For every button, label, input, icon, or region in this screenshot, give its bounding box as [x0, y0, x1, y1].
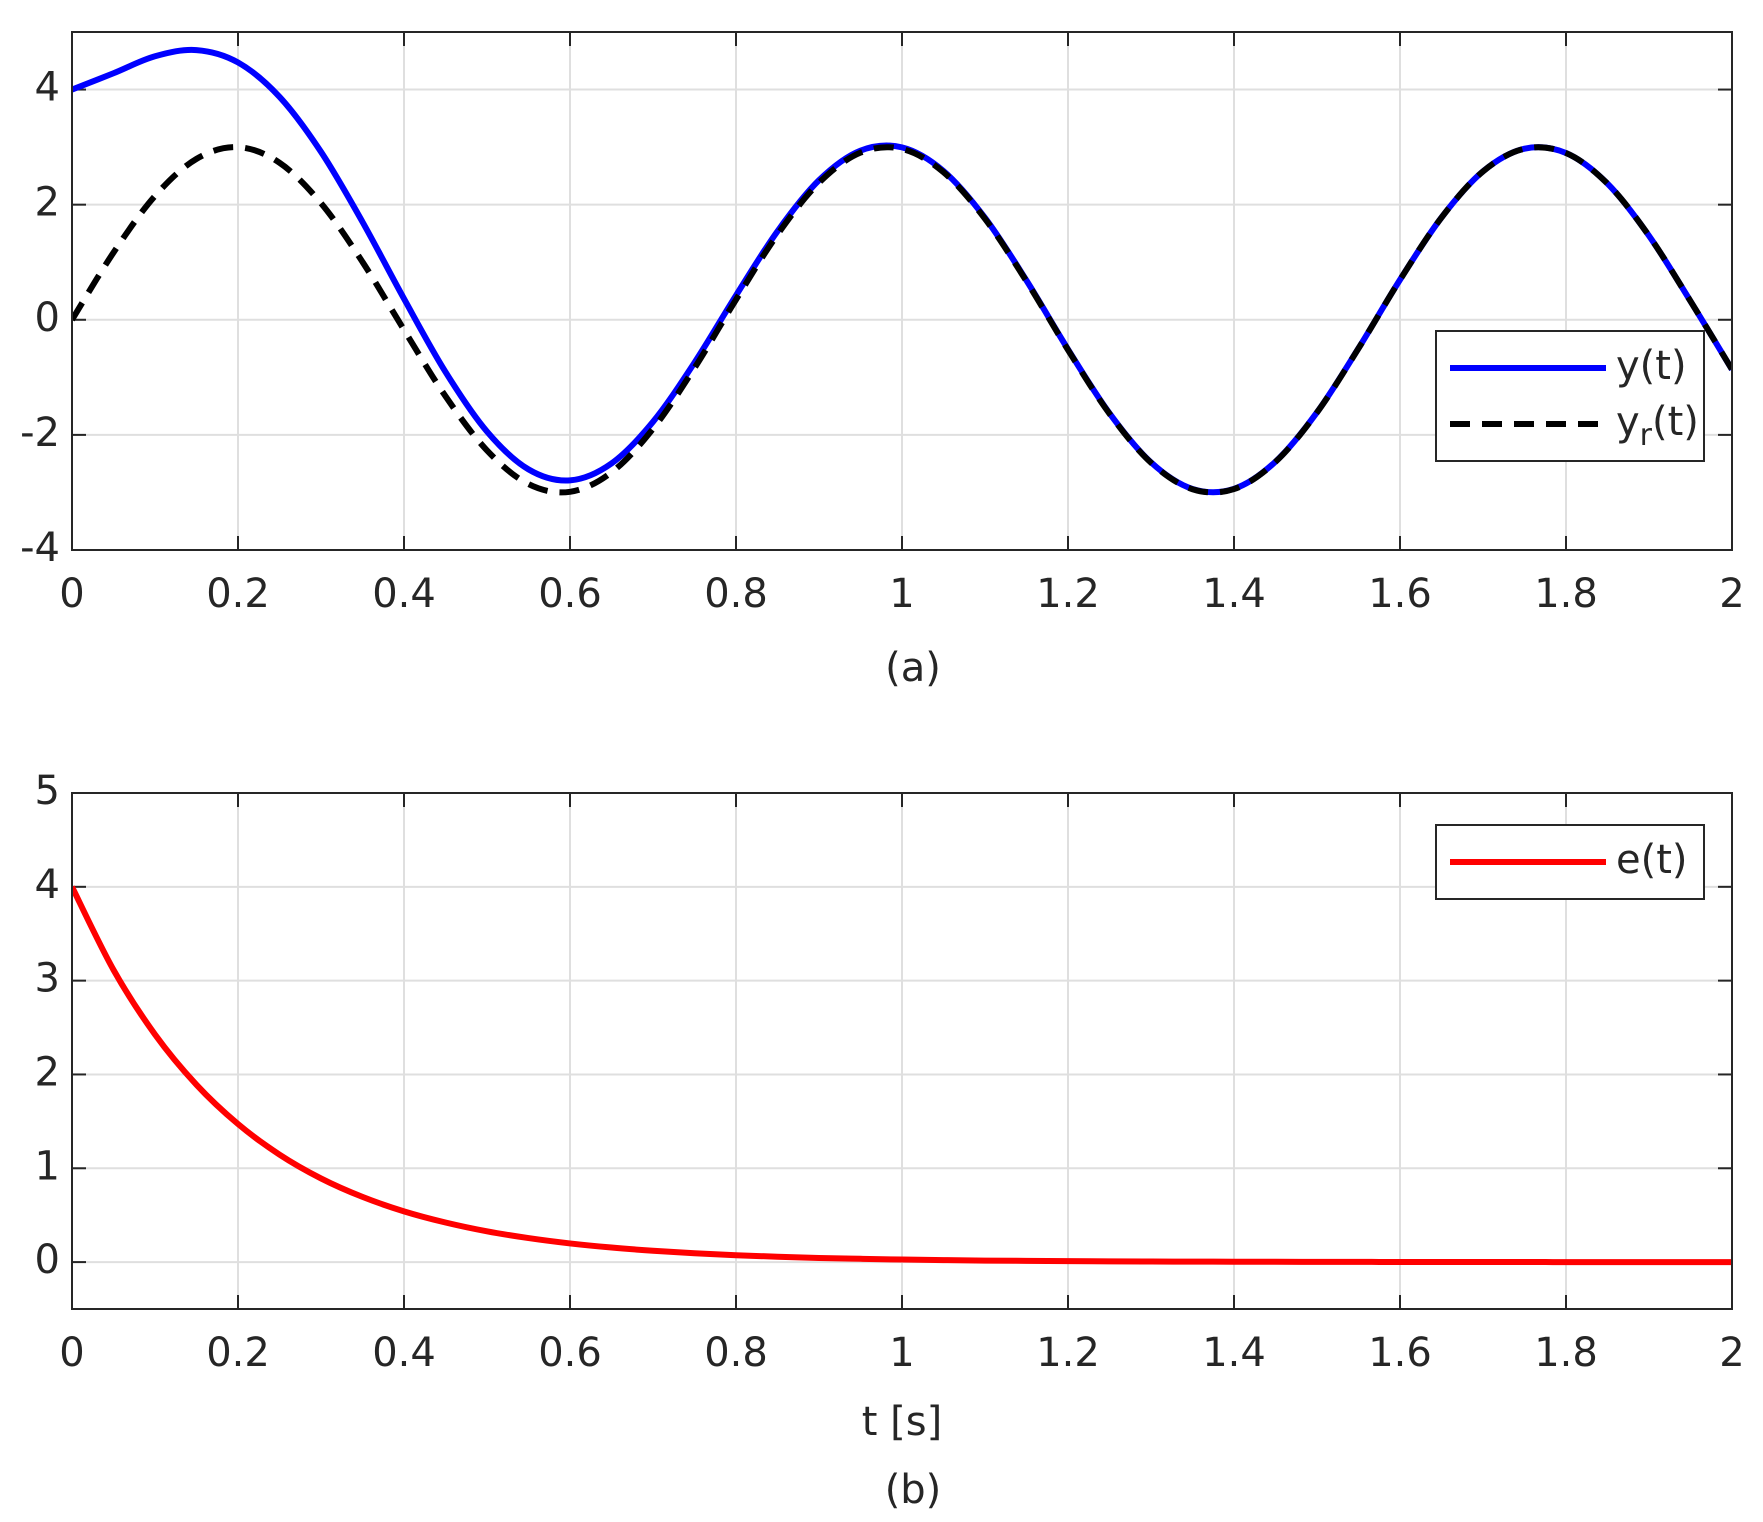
axes-box — [71, 792, 1733, 1310]
y-tick-label: 0 — [35, 295, 60, 341]
y-tick-label: 2 — [35, 180, 60, 226]
x-tick-label: 0 — [59, 571, 84, 617]
x-tick-label: 1.8 — [1534, 571, 1598, 617]
axes-box — [71, 31, 1733, 551]
y-tick-label: 1 — [35, 1143, 60, 1189]
caption: (b) — [885, 1467, 942, 1513]
x-tick-label: 0.4 — [372, 571, 436, 617]
caption: (a) — [885, 645, 941, 691]
x-tick-label: 0.8 — [704, 1330, 768, 1376]
y-tick-label: -2 — [20, 410, 60, 456]
x-axis-label: t [s] — [862, 1399, 942, 1445]
x-tick-label: 0.6 — [538, 571, 602, 617]
x-tick-label: 2 — [1719, 571, 1744, 617]
y-tick-label: 3 — [35, 956, 60, 1002]
x-tick-label: 1.2 — [1036, 1330, 1100, 1376]
data-line — [72, 885, 1732, 1266]
x-tick-label: 1.6 — [1368, 1330, 1432, 1376]
y-tick-label: 2 — [35, 1049, 60, 1095]
x-tick-label: 1.4 — [1202, 571, 1266, 617]
x-tick-label: 0.6 — [538, 1330, 602, 1376]
x-tick-label: 1.8 — [1534, 1330, 1598, 1376]
y-tick-label: 4 — [35, 65, 60, 111]
y-tick-label: 4 — [35, 862, 60, 908]
x-tick-label: 0.4 — [372, 1330, 436, 1376]
legend-label: y(t) — [1616, 343, 1687, 389]
x-tick-label: 0.2 — [206, 1330, 270, 1376]
legend-label: yr(t) — [1616, 399, 1699, 453]
x-tick-label: 0.8 — [704, 571, 768, 617]
x-tick-label: 1.2 — [1036, 571, 1100, 617]
x-tick-label: 0 — [59, 1330, 84, 1376]
y-tick-label: 0 — [35, 1237, 60, 1283]
x-tick-label: 1 — [889, 571, 914, 617]
x-tick-label: 1.4 — [1202, 1330, 1266, 1376]
y-tick-label: -4 — [20, 525, 60, 571]
data-line — [72, 46, 1732, 496]
legend-label: e(t) — [1616, 837, 1688, 883]
legend-box — [1435, 330, 1705, 462]
x-tick-label: 0.2 — [206, 571, 270, 617]
x-tick-label: 1.6 — [1368, 571, 1432, 617]
x-tick-label: 1 — [889, 1330, 914, 1376]
y-tick-label: 5 — [35, 768, 60, 814]
x-tick-label: 2 — [1719, 1330, 1744, 1376]
